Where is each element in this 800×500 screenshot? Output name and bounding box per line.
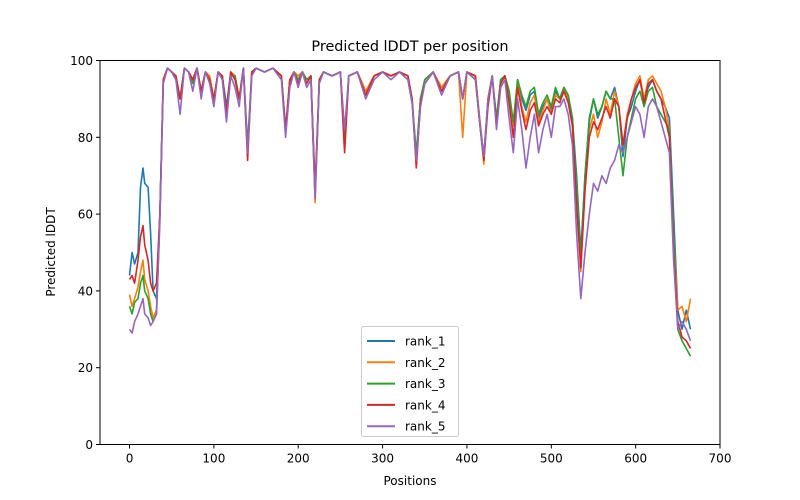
y-tick-label: 60	[78, 208, 93, 222]
x-tick-label: 500	[540, 452, 563, 466]
legend-label-rank_4: rank_4	[405, 398, 445, 412]
plot-frame	[99, 60, 721, 445]
legend: rank_1 rank_2 rank_3 rank_4 rank_5	[361, 326, 459, 437]
y-tick-label: 80	[78, 131, 93, 145]
y-tick-label: 100	[70, 54, 93, 68]
legend-label-rank_2: rank_2	[405, 356, 445, 370]
x-tick-label: 300	[371, 452, 394, 466]
series-lines	[128, 67, 692, 357]
x-tick-label: 400	[455, 452, 478, 466]
x-axis-label: Positions	[384, 474, 437, 488]
y-tick-label: 20	[78, 361, 93, 375]
y-tick-label: 40	[78, 284, 93, 298]
legend-label-rank_3: rank_3	[405, 377, 445, 391]
x-tick-label: 600	[624, 452, 647, 466]
y-tick-label: 0	[85, 438, 93, 452]
legend-label-rank_5: rank_5	[405, 420, 445, 434]
x-axis: 0 100 200 300 400 500 600 700	[126, 444, 732, 466]
chart-title: Predicted lDDT per position	[311, 39, 508, 55]
series-line-rank_4	[128, 67, 692, 349]
x-tick-label: 0	[126, 452, 134, 466]
legend-box	[361, 326, 459, 437]
series-line-rank_5	[128, 67, 692, 342]
series-line-rank_3	[128, 67, 692, 357]
legend-label-rank_1: rank_1	[405, 335, 445, 349]
y-axis-label: Predicted lDDT	[44, 207, 58, 297]
x-tick-label: 100	[202, 452, 225, 466]
x-tick-label: 700	[709, 452, 732, 466]
y-axis: 0 20 40 60 80 100	[70, 54, 100, 452]
x-tick-label: 200	[287, 452, 310, 466]
